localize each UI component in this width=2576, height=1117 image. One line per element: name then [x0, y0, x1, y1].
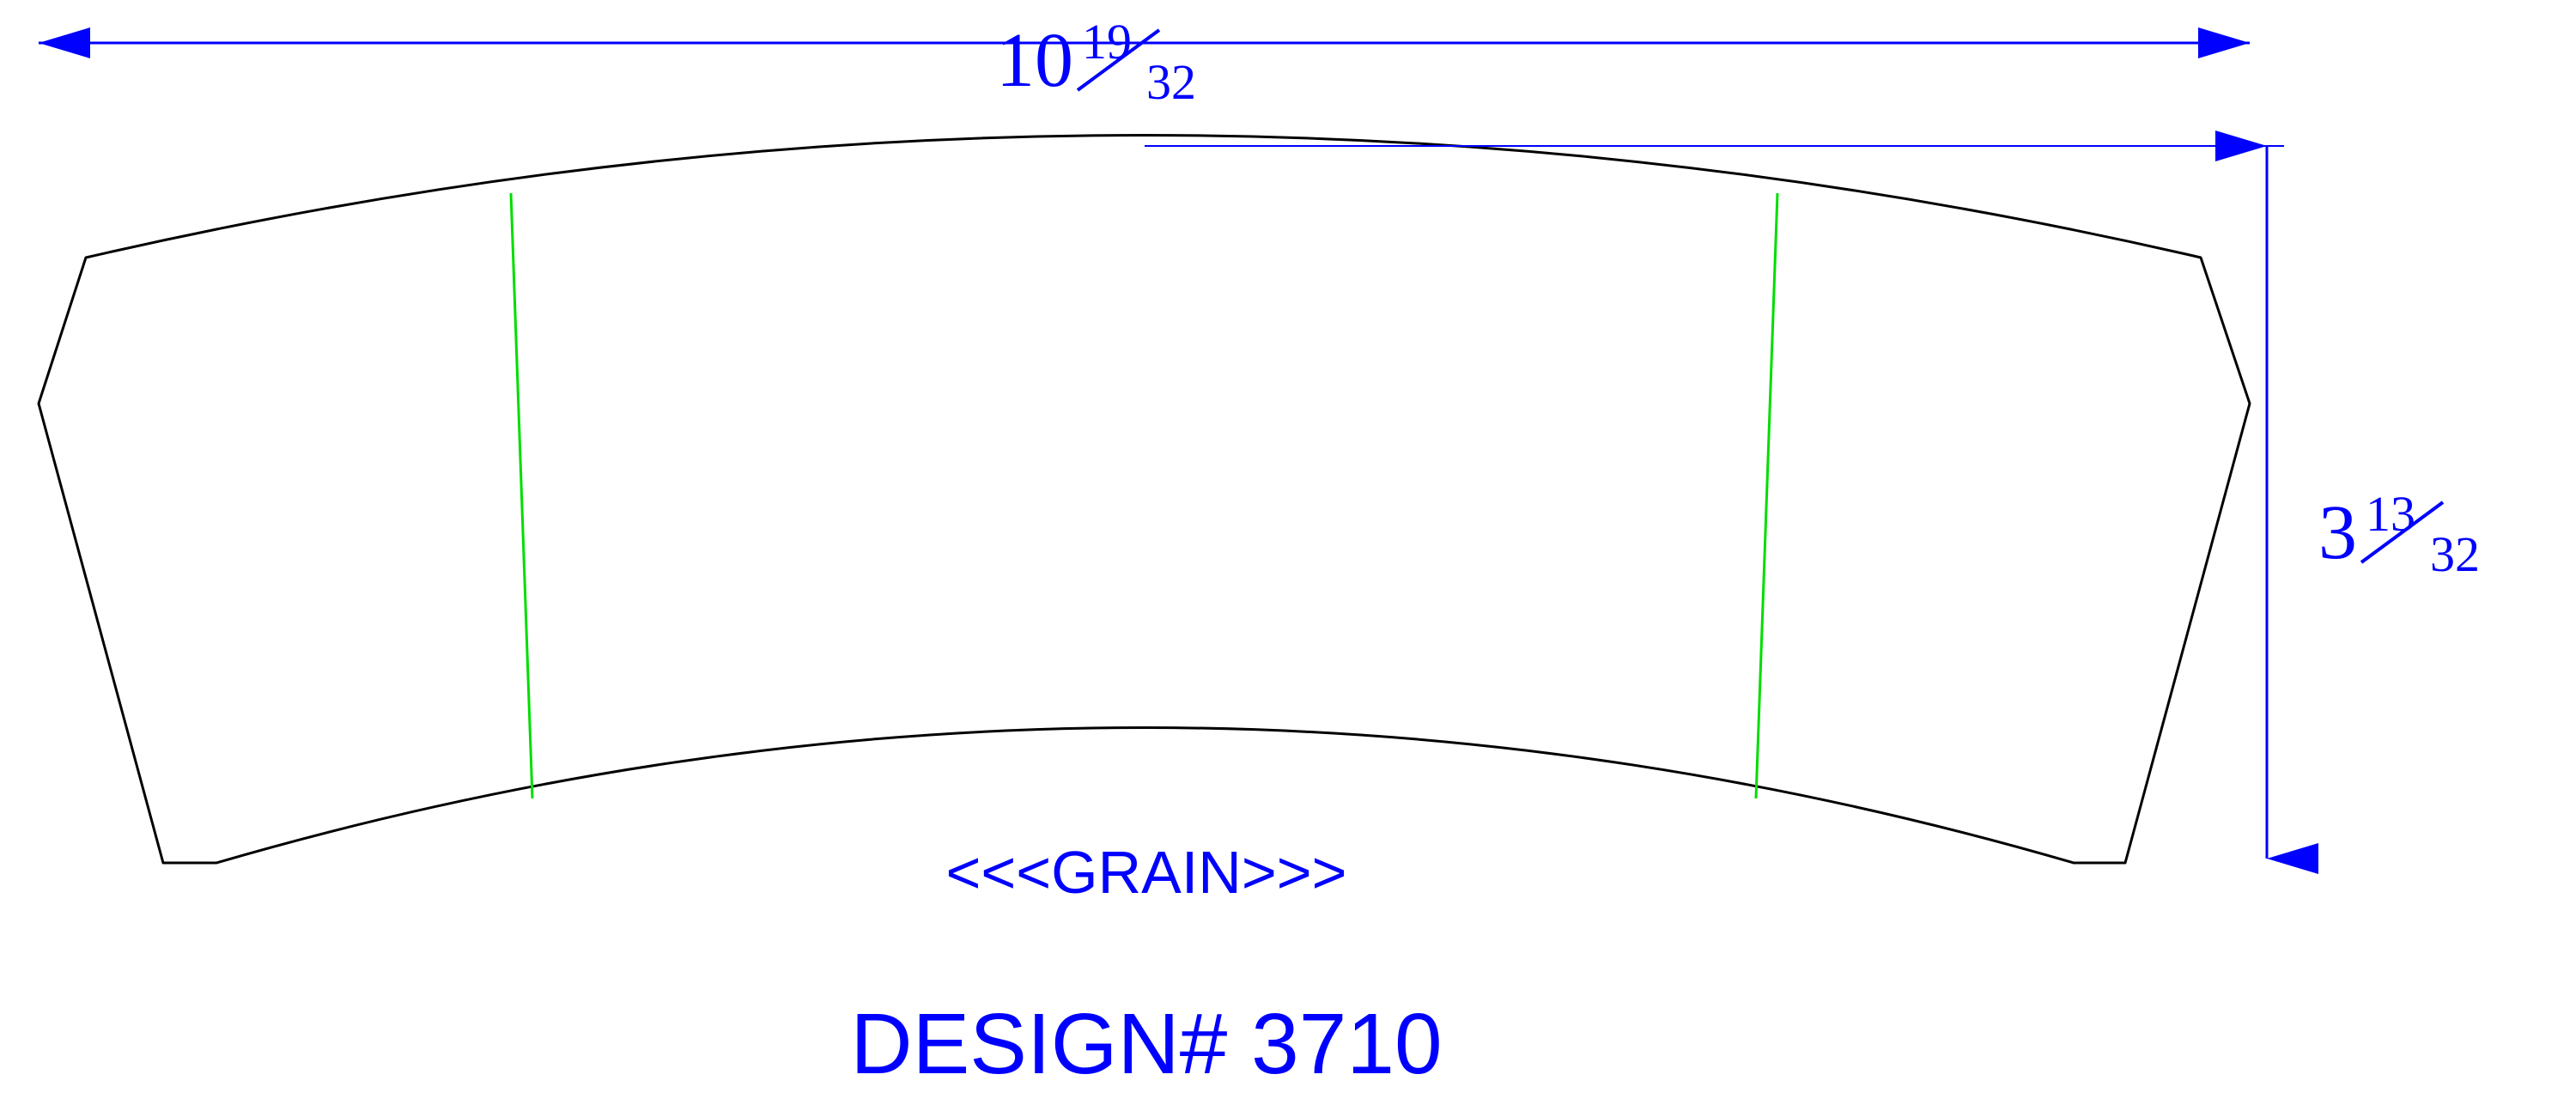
width-dimension-label-numerator: 19 — [1082, 14, 1132, 70]
score-line-right — [1756, 193, 1777, 798]
blank-outline — [39, 136, 2250, 864]
width-dimension-label-whole: 10 — [996, 18, 1073, 103]
score-line-left — [511, 193, 532, 798]
height-dimension-label: 313 32 — [2318, 486, 2480, 582]
height-dimension-label-whole: 3 — [2318, 490, 2357, 575]
design-number-label: DESIGN# 3710 — [850, 996, 1442, 1092]
width-dimension-label-denominator: 32 — [1146, 54, 1196, 110]
height-dimension-label-numerator: 13 — [2366, 486, 2415, 542]
height-dimension-label-denominator: 32 — [2430, 526, 2480, 582]
grain-direction-label: <<<GRAIN>>> — [946, 839, 1347, 906]
width-dimension-label: 101932 — [996, 14, 1196, 110]
